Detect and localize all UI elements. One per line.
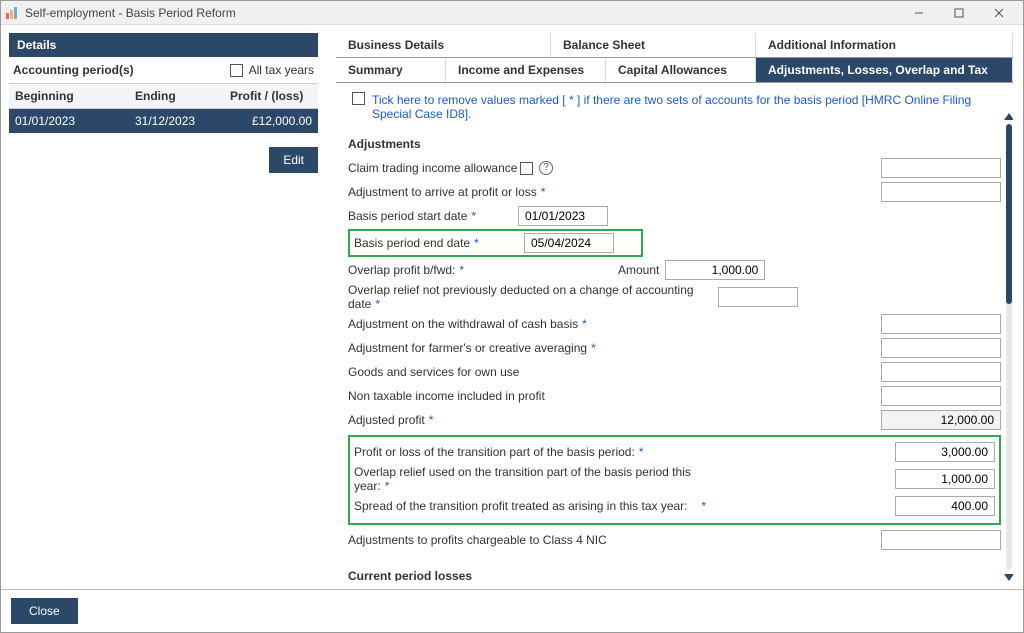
cell-beginning: 01/01/2023 — [9, 109, 129, 133]
all-tax-years-toggle[interactable]: All tax years — [228, 63, 314, 77]
label-adj-farmers: Adjustment for farmer's or creative aver… — [348, 341, 678, 355]
overlap-not-deducted-input[interactable] — [718, 287, 798, 307]
transition-highlight-box: Profit or loss of the transition part of… — [348, 435, 1001, 525]
left-pane: Details Accounting period(s) All tax yea… — [1, 25, 326, 589]
scroll-track[interactable] — [1006, 124, 1012, 570]
adj-farmers-input[interactable] — [881, 338, 1001, 358]
basis-end-input[interactable] — [524, 233, 614, 253]
close-button[interactable]: Close — [11, 598, 78, 624]
edit-button[interactable]: Edit — [269, 147, 318, 173]
row-overlap-bfwd: Overlap profit b/fwd:* Amount — [348, 259, 1001, 281]
body: Details Accounting period(s) All tax yea… — [1, 25, 1023, 589]
label-basis-start: Basis period start date* — [348, 209, 518, 223]
row-overlap-not-deducted: Overlap relief not previously deducted o… — [348, 283, 1001, 311]
all-tax-years-label: All tax years — [249, 63, 314, 77]
accounting-periods-header: Accounting period(s) All tax years — [9, 57, 318, 83]
section-losses: Current period losses — [348, 569, 1001, 581]
claim-trading-allowance-input[interactable] — [881, 158, 1001, 178]
tab-business-details[interactable]: Business Details — [336, 33, 551, 57]
row-transition-overlap-relief: Overlap relief used on the transition pa… — [354, 465, 995, 493]
row-transition-profit: Profit or loss of the transition part of… — [354, 441, 995, 463]
window-controls — [899, 1, 1019, 25]
cell-ending: 31/12/2023 — [129, 109, 224, 133]
row-adjusted-profit: Adjusted profit* — [348, 409, 1001, 431]
tab-income-expenses[interactable]: Income and Expenses — [446, 58, 606, 82]
tab-adjustments[interactable]: Adjustments, Losses, Overlap and Tax — [756, 58, 1013, 82]
tab-additional-info[interactable]: Additional Information — [756, 33, 1013, 57]
transition-overlap-relief-input[interactable] — [895, 469, 995, 489]
basis-start-input[interactable] — [518, 206, 608, 226]
row-adj-farmers: Adjustment for farmer's or creative aver… — [348, 337, 1001, 359]
overlap-bfwd-input[interactable] — [665, 260, 765, 280]
periods-table-header: Beginning Ending Profit / (loss) — [9, 83, 318, 109]
label-overlap-not-deducted: Overlap relief not previously deducted o… — [348, 283, 718, 311]
label-adj-profit-loss: Adjustment to arrive at profit or loss* — [348, 185, 678, 199]
maximize-button[interactable] — [939, 1, 979, 25]
row-transition-spread: Spread of the transition profit treated … — [354, 495, 995, 517]
tab-summary[interactable]: Summary — [336, 58, 446, 82]
tick-note-checkbox[interactable] — [352, 92, 365, 105]
col-beginning: Beginning — [9, 84, 129, 108]
vertical-scrollbar[interactable] — [1003, 113, 1013, 581]
adj-withdrawal-cash-input[interactable] — [881, 314, 1001, 334]
row-goods-own-use: Goods and services for own use — [348, 361, 1001, 383]
adj-profit-loss-input[interactable] — [881, 182, 1001, 202]
transition-profit-input[interactable] — [895, 442, 995, 462]
all-tax-years-checkbox[interactable] — [230, 64, 243, 77]
label-claim-trading-allowance: Claim trading income allowance — [348, 161, 518, 175]
non-taxable-input[interactable] — [881, 386, 1001, 406]
row-basis-end: Basis period end date* — [348, 229, 643, 257]
window-root: Self-employment - Basis Period Reform De… — [0, 0, 1024, 633]
tick-note-row[interactable]: Tick here to remove values marked [ * ] … — [348, 91, 1001, 127]
tabs-secondary: Summary Income and Expenses Capital Allo… — [336, 58, 1013, 83]
label-adj-withdrawal-cash: Adjustment on the withdrawal of cash bas… — [348, 317, 678, 331]
row-basis-start: Basis period start date* — [348, 205, 1001, 227]
scroll-thumb[interactable] — [1006, 124, 1012, 304]
app-logo-icon — [5, 6, 19, 20]
label-overlap-bfwd: Overlap profit b/fwd:* — [348, 263, 518, 277]
scroll-up-icon[interactable] — [1004, 113, 1013, 120]
adj-class4-input[interactable] — [881, 530, 1001, 550]
help-icon[interactable]: ? — [539, 161, 553, 175]
cell-profit-loss: £12,000.00 — [224, 109, 318, 133]
details-header: Details — [9, 33, 318, 57]
row-claim-trading-allowance: Claim trading income allowance ? — [348, 157, 1001, 179]
row-adj-class4: Adjustments to profits chargeable to Cla… — [348, 529, 1001, 551]
label-basis-end: Basis period end date* — [354, 236, 524, 250]
tab-balance-sheet[interactable]: Balance Sheet — [551, 33, 756, 57]
table-row[interactable]: 01/01/2023 31/12/2023 £12,000.00 — [9, 109, 318, 133]
label-adjusted-profit: Adjusted profit* — [348, 413, 678, 427]
goods-own-use-input[interactable] — [881, 362, 1001, 382]
tick-note-text: Tick here to remove values marked [ * ] … — [372, 93, 971, 121]
titlebar: Self-employment - Basis Period Reform — [1, 1, 1023, 25]
scroll-down-icon[interactable] — [1004, 574, 1013, 581]
col-ending: Ending — [129, 84, 224, 108]
label-adj-class4: Adjustments to profits chargeable to Cla… — [348, 533, 678, 547]
row-adj-withdrawal-cash: Adjustment on the withdrawal of cash bas… — [348, 313, 1001, 335]
label-goods-own-use: Goods and services for own use — [348, 365, 678, 379]
tabs-primary: Business Details Balance Sheet Additiona… — [336, 33, 1013, 58]
window-title: Self-employment - Basis Period Reform — [25, 6, 899, 20]
close-window-button[interactable] — [979, 1, 1019, 25]
col-profit-loss: Profit / (loss) — [224, 84, 318, 108]
minimize-button[interactable] — [899, 1, 939, 25]
transition-spread-input[interactable] — [895, 496, 995, 516]
footer: Close — [1, 589, 1023, 632]
adjusted-profit-input — [881, 410, 1001, 430]
right-pane: Business Details Balance Sheet Additiona… — [326, 25, 1023, 589]
row-non-taxable: Non taxable income included in profit — [348, 385, 1001, 407]
row-adj-profit-loss: Adjustment to arrive at profit or loss* — [348, 181, 1001, 203]
label-transition-spread: Spread of the transition profit treated … — [354, 499, 714, 513]
label-non-taxable: Non taxable income included in profit — [348, 389, 678, 403]
label-transition-profit: Profit or loss of the transition part of… — [354, 445, 684, 459]
form-area: Tick here to remove values marked [ * ] … — [336, 83, 1013, 581]
claim-trading-allowance-checkbox[interactable] — [520, 162, 533, 175]
tab-capital-allowances[interactable]: Capital Allowances — [606, 58, 756, 82]
accounting-periods-label: Accounting period(s) — [13, 63, 134, 77]
section-adjustments: Adjustments — [348, 137, 1001, 151]
overlap-bfwd-amount-label: Amount — [618, 263, 659, 277]
label-transition-overlap-relief: Overlap relief used on the transition pa… — [354, 465, 714, 493]
